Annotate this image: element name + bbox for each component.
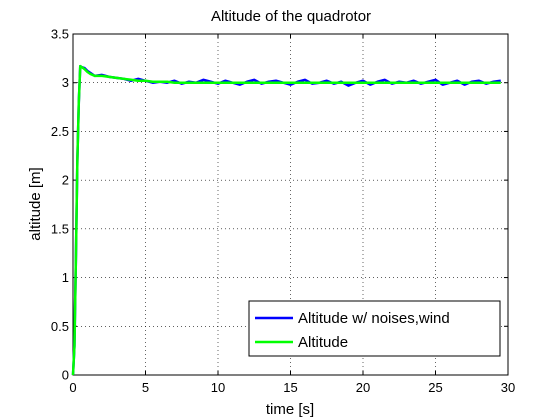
legend: Altitude w/ noises,wind Altitude <box>248 300 501 357</box>
x-tick-label: 0 <box>69 380 76 395</box>
x-tick-label: 20 <box>356 380 370 395</box>
y-tick-label: 1.5 <box>51 221 69 236</box>
x-axis-label: time [s] <box>266 401 314 418</box>
chart-title: Altitude of the quadrotor <box>211 8 371 25</box>
y-tick-label: 0 <box>62 368 69 383</box>
axis-ticks: 0 5 10 15 20 25 30 0 0.5 1 1.5 2 2.5 3 3.5 <box>51 27 515 396</box>
y-tick-label: 3 <box>62 75 69 90</box>
x-tick-label: 30 <box>501 380 515 395</box>
y-tick-label: 1 <box>62 270 69 285</box>
y-tick-label: 3.5 <box>51 27 69 42</box>
series-line-1 <box>71 64 501 376</box>
x-tick-label: 25 <box>428 380 442 395</box>
series-lines <box>71 64 501 376</box>
y-tick-label: 2 <box>62 173 69 188</box>
y-tick-label: 0.5 <box>51 319 69 334</box>
x-tick-label: 15 <box>283 380 297 395</box>
y-tick-label: 2.5 <box>51 124 69 139</box>
legend-box <box>248 300 501 357</box>
legend-label-altitude: Altitude <box>298 334 348 351</box>
legend-label-noisy: Altitude w/ noises,wind <box>298 310 450 327</box>
x-tick-label: 5 <box>142 380 149 395</box>
y-axis-label: altitude [m] <box>27 167 44 240</box>
x-tick-label: 10 <box>211 380 225 395</box>
